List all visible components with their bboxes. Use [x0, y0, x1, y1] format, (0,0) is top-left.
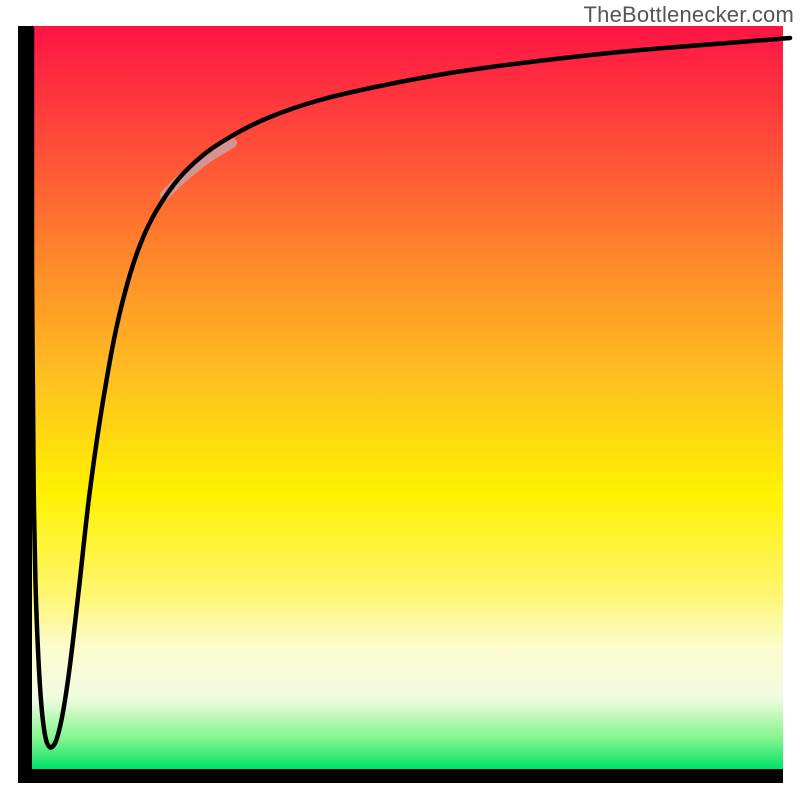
- watermark-label: TheBottlenecker.com: [584, 2, 794, 28]
- chart-svg: [0, 0, 800, 800]
- bottleneck-chart: TheBottlenecker.com: [0, 0, 800, 800]
- plot-background: [32, 26, 783, 769]
